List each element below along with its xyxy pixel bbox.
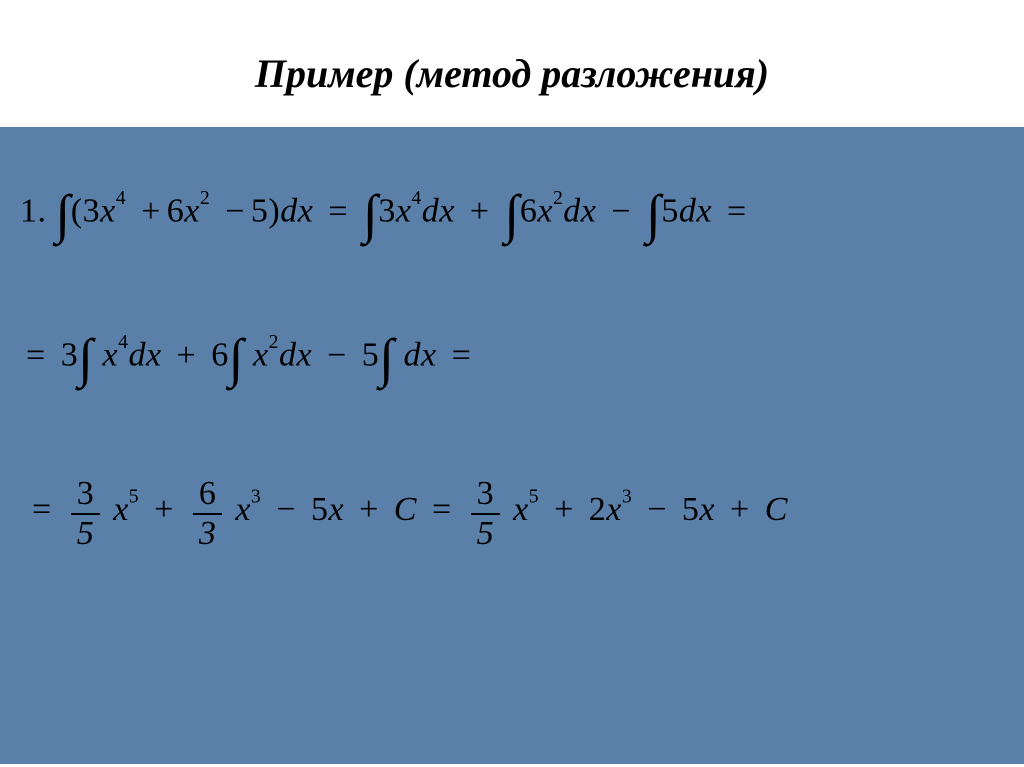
slide: Пример (метод разложения) 1. ∫(3x4 +6x2 … (0, 0, 1024, 767)
equation-line-1: 1. ∫(3x4 +6x2 −5)dx = ∫3x4dx + ∫6x2dx − … (20, 187, 1024, 236)
integral-sign: ∫ (78, 337, 93, 380)
equation-line-3: = 3 5 x5 + 6 3 x3 − 5x + C = 3 5 x5 + 2x… (20, 475, 1024, 553)
integral-sign: ∫ (379, 337, 394, 380)
slide-content: 1. ∫(3x4 +6x2 −5)dx = ∫3x4dx + ∫6x2dx − … (0, 127, 1024, 764)
eq1-prefix: 1. (20, 193, 47, 230)
integral-sign: ∫ (646, 193, 661, 236)
equation-line-2: = 3∫ x4dx + 6∫ x2dx − 5∫ dx = (20, 331, 1024, 380)
integral-sign: ∫ (56, 193, 71, 236)
integral-sign: ∫ (363, 193, 378, 236)
integral-sign: ∫ (505, 193, 520, 236)
fraction: 3 5 (467, 475, 505, 553)
fraction: 3 5 (67, 475, 105, 553)
fraction: 6 3 (189, 475, 227, 553)
integral-sign: ∫ (229, 337, 244, 380)
slide-title: Пример (метод разложения) (0, 0, 1024, 127)
